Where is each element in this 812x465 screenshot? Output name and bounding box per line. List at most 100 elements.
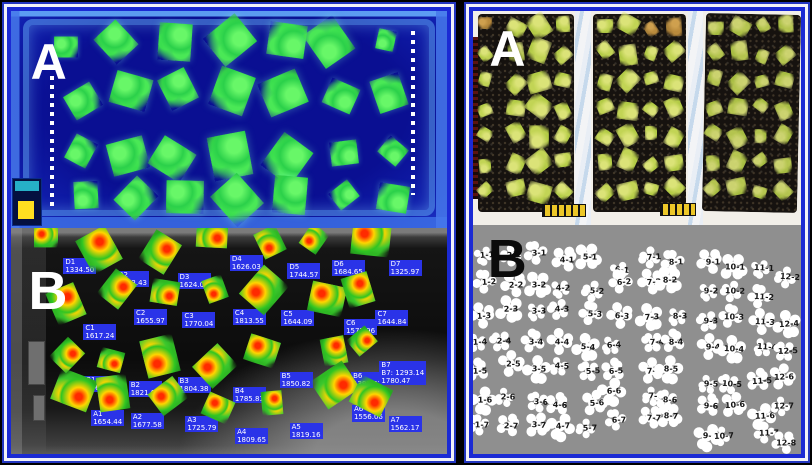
seedling (504, 120, 528, 145)
seedling (724, 149, 749, 175)
plant-id-label: 4-4 (554, 337, 570, 347)
seedling (644, 126, 657, 141)
seedling (505, 178, 527, 198)
plant-id-label: 7-7 (646, 413, 662, 423)
plant-area-value: 1334.50 (65, 265, 95, 274)
plant-area-value: 1624.06 (179, 280, 209, 289)
seedling (754, 129, 767, 144)
plant-id-label: 7-5 (646, 366, 662, 376)
plant-id-label: 12-4 (778, 318, 800, 330)
plant-id-label: 2-6 (501, 391, 516, 402)
plant-id: D7 (390, 259, 401, 268)
figure-left-fluorescence-thermal: A D11334.50D21533.43D31624.06D41626.03D5… (7, 7, 451, 458)
plant-id-label: 6-1 (614, 264, 630, 275)
seedling (524, 146, 555, 177)
plant-id-label: 9-5 (703, 378, 719, 389)
plant-id-label: 7-3 (644, 312, 660, 323)
seedling (729, 40, 749, 62)
seedling (553, 151, 573, 168)
plant-blob-thermal (299, 228, 330, 256)
plant-id-label: 11-6 (754, 411, 775, 422)
measurement-label: B3 1804.38 (177, 376, 211, 393)
plant-id-label: 2-4 (497, 336, 512, 346)
sensor-glow (15, 181, 39, 192)
seedling (596, 19, 614, 34)
seedling (505, 98, 527, 118)
plant-id: B6 (353, 371, 363, 380)
seedling (615, 146, 641, 173)
plant-id-label: 11-4 (756, 341, 777, 353)
seedling (614, 11, 642, 37)
seedling-tray (701, 13, 801, 214)
seedling (661, 39, 686, 64)
plant-id-label: 3-6 (533, 396, 549, 407)
measurement-label: C2 1655.97 (133, 309, 167, 326)
plant-blob-thermal (96, 373, 131, 413)
plant-id-label: 8-5 (664, 364, 679, 374)
plant-id-label: 1-7 (474, 420, 490, 430)
plant-id-label: 3-5 (531, 364, 547, 374)
plant-id: A2 (132, 413, 143, 422)
plant-area-value-2: 1780.47 (381, 377, 411, 386)
plant-id: B3 (179, 376, 189, 385)
seedling (614, 65, 642, 94)
plant-area-value: 1562.17 (390, 424, 420, 433)
plant-area-value: 1770.04 (184, 320, 214, 329)
seedling (778, 14, 794, 33)
seedling (553, 71, 573, 89)
plant-id-label: 11-7 (758, 428, 779, 438)
panel-label-b-left: B (28, 261, 68, 322)
plant-rosette-silhouette (479, 251, 488, 259)
equipment-block (28, 341, 46, 385)
plant-id: D4 (231, 254, 242, 263)
plant-id-label: 4-5 (554, 360, 570, 371)
seedling (770, 178, 795, 203)
measurement-label: A2 1677.58 (130, 413, 164, 430)
bench-grate (473, 36, 481, 200)
plant-id-label: 4-6 (552, 400, 568, 411)
plant-id-label: 7-4 (649, 337, 665, 347)
seedling (476, 101, 495, 119)
seedling (642, 181, 660, 197)
plant-id-label: 10-1 (724, 261, 746, 272)
seedling (754, 16, 772, 35)
plant-id-label: 2-7 (503, 421, 519, 432)
plant-id: D3 (179, 272, 190, 281)
plant-rosette-fluorescence (54, 36, 79, 58)
plant-id-label: 4-3 (554, 304, 570, 314)
figure-right-photo-segmentation: A 1-1 2-1 3-1 4-1 5-1 6-1 7-1 8-1 9-1 10-1 11-1 12-… (469, 7, 805, 458)
seedling (774, 69, 796, 89)
tray-barcode-tag (659, 202, 696, 216)
plant-id-label: 2-5 (506, 359, 521, 369)
plant-id: B5 (281, 371, 291, 380)
seedling (726, 96, 749, 117)
plant-id: C4 (234, 309, 245, 318)
measurement-label: C5 1644.09 (281, 310, 315, 327)
plant-id-label: 1-4 (473, 337, 488, 347)
plant-id-label: 9-4 (705, 342, 721, 352)
seedling (478, 17, 493, 30)
measurement-label: A4 1809.65 (235, 428, 269, 445)
plant-id-label: 9-3 (703, 316, 719, 326)
seedling (552, 180, 574, 202)
seedling (641, 19, 660, 39)
plant-rosette-fluorescence (271, 175, 308, 216)
plant-id-label: 12-8 (776, 438, 797, 448)
tray-gap-tape (575, 11, 592, 225)
seedling (594, 96, 616, 116)
seedling (524, 91, 555, 121)
seedling (476, 180, 495, 200)
seedling (641, 99, 660, 119)
seedling (614, 121, 641, 149)
plant-id: A5 (291, 423, 301, 432)
seedling (662, 95, 685, 119)
seedling (706, 155, 721, 173)
plant-area-value: 1744.57 (289, 270, 319, 279)
measurement-label: D6 1684.65 (331, 259, 365, 276)
panel-a-visible-photo: A (473, 11, 801, 225)
plant-area-value: 1654.44 (93, 418, 123, 427)
measurement-label: C1 1617.24 (83, 324, 117, 341)
plant-blob-thermal (243, 333, 282, 370)
seedling (642, 69, 660, 86)
plant-id-label: 11-5 (751, 375, 772, 386)
